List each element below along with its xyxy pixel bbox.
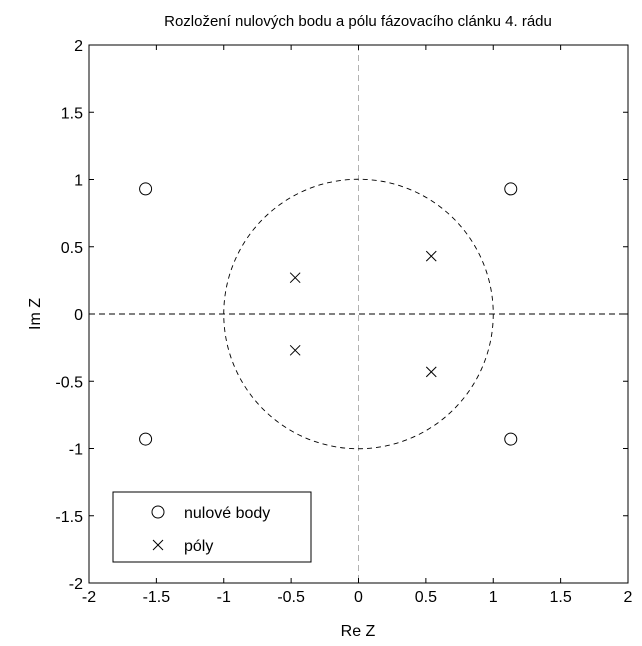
legend-circle-marker [151, 505, 165, 519]
axis-ticks: -2 -1.5 -1 -0.5 0 0.5 1 1.5 2 -2 -1.5 -1 -0.5 0 0.5 1 1.… [55, 38, 632, 606]
y-axis-label: Im Z [27, 298, 44, 330]
legend-box [112, 491, 312, 563]
x-tick-label: -1.5 [143, 589, 171, 606]
x-tick-label: -1 [217, 589, 231, 606]
chart-title: Rozložení nulových bodu a pólu fázovacíh… [164, 13, 552, 30]
y-tick-label: 0 [74, 307, 83, 324]
legend-label-zeros: nulové body [184, 505, 270, 522]
x-tick-label: 0 [354, 589, 363, 606]
legend-x-marker [152, 539, 164, 551]
x-axis-label: Re Z [341, 623, 376, 640]
pole-point [425, 250, 437, 262]
y-tick-label: 2 [74, 38, 83, 55]
pole-point [289, 272, 301, 284]
legend: nulové body póly [112, 491, 312, 563]
y-tick-label: 1 [74, 173, 83, 190]
zero-point [504, 182, 518, 196]
y-tick-label: 1.5 [61, 105, 83, 122]
data-marks [139, 182, 518, 446]
y-tick-label: -2 [69, 576, 83, 593]
x-tick-label: 2 [624, 589, 633, 606]
zero-point [504, 432, 518, 446]
x-tick-label: 1 [489, 589, 498, 606]
zero-point [139, 432, 153, 446]
pole-point [425, 366, 437, 378]
unit-circle [223, 178, 494, 450]
y-tick-label: -1 [69, 442, 83, 459]
pole-point [289, 344, 301, 356]
x-tick-label: -0.5 [277, 589, 305, 606]
y-tick-label: -0.5 [55, 374, 83, 391]
zero-point [139, 182, 153, 196]
y-tick-label: 0.5 [61, 240, 83, 257]
legend-label-poles: póly [184, 538, 213, 555]
x-tick-label: 1.5 [550, 589, 572, 606]
x-tick-label: 0.5 [415, 589, 437, 606]
x-tick-label: -2 [82, 589, 96, 606]
y-tick-label: -1.5 [55, 509, 83, 526]
